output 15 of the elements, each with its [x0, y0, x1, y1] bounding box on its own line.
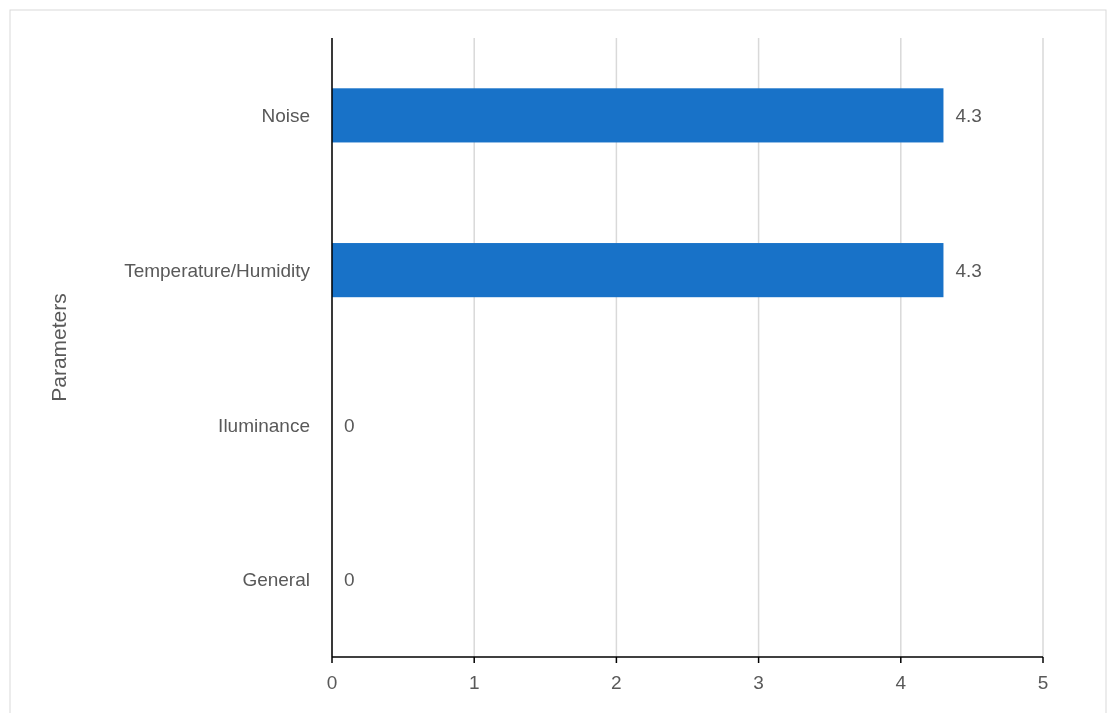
y-tick-label: Noise: [261, 105, 310, 127]
y-axis-title: Parameters: [47, 293, 70, 402]
x-tick-label: 0: [326, 672, 338, 693]
x-tick-label: 1: [468, 672, 480, 693]
x-tick-label: 2: [611, 672, 622, 693]
data-label: 4.3: [955, 105, 982, 127]
x-tick-label: 3: [753, 672, 764, 693]
y-tick-label: General: [242, 569, 310, 591]
y-tick-label: Iluminance: [218, 414, 310, 436]
data-label: 0: [344, 569, 355, 591]
x-tick-label: 4: [895, 672, 907, 693]
data-label: 0: [344, 414, 355, 436]
x-tick-label: 5: [1037, 672, 1049, 693]
y-tick-label: Temperature/Humidity: [124, 259, 311, 281]
data-label: 4.3: [955, 259, 982, 281]
